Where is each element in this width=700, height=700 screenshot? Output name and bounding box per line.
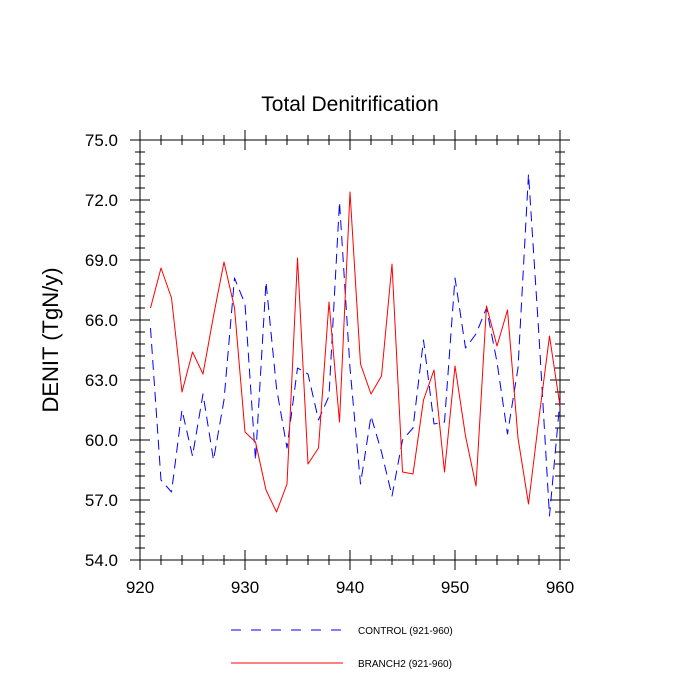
chart-title: Total Denitrification [261,93,438,116]
series-layer [150,173,561,517]
series-line-control [150,173,561,517]
x-tick-label: 930 [231,578,259,597]
x-tick-label: 960 [546,578,574,597]
y-axis-label: DENIT (TgN/y) [38,267,63,412]
x-tick-label: 940 [336,578,364,597]
y-tick-label: 72.0 [85,191,118,210]
plot-frame [139,139,561,561]
y-tick-label: 63.0 [85,371,118,390]
legend-label: BRANCH2 (921-960) [358,659,452,670]
x-tick-label: 920 [126,578,154,597]
y-tick-label: 66.0 [85,311,118,330]
y-tick-label: 57.0 [85,491,118,510]
legend-label: CONTROL (921-960) [358,626,453,637]
series-line-branch2 [150,191,561,513]
x-tick-label: 950 [441,578,469,597]
y-tick-label: 60.0 [85,431,118,450]
legend: CONTROL (921-960) BRANCH2 (921-960) [231,626,453,670]
axis-ticks: 920 930 940 950 960 54.0 57.0 60.0 63.0 66.0 69.0 7… [85,130,574,597]
y-tick-label: 75.0 [85,131,118,150]
y-tick-label: 54.0 [85,551,118,570]
y-tick-label: 69.0 [85,251,118,270]
